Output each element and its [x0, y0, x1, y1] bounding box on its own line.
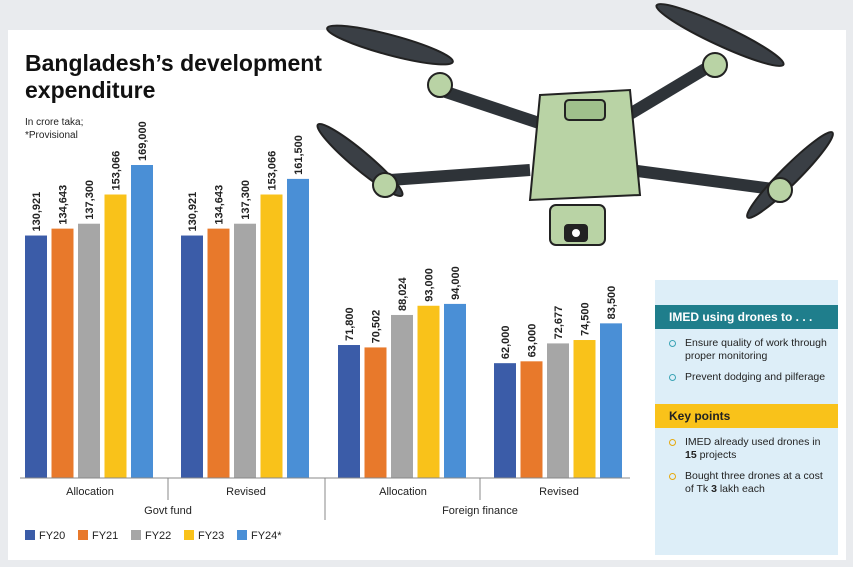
side-panel: IMED using drones to . . . Ensure qualit…: [655, 280, 838, 555]
chart-title: Bangladesh’s development expenditure: [25, 50, 322, 103]
list-item: IMED already used drones in 15 projects: [655, 436, 838, 462]
value-label: 93,000: [424, 268, 436, 302]
value-label: 71,800: [344, 307, 356, 341]
value-label: 153,066: [267, 151, 279, 191]
bar: [417, 305, 440, 478]
value-label: 88,024: [397, 276, 409, 311]
legend-label: FY24*: [251, 530, 282, 542]
text: Bought three drones at a cost of Tk: [685, 470, 823, 495]
bar: [260, 194, 283, 478]
bar: [573, 340, 596, 478]
legend-swatch: [184, 530, 194, 540]
list-item: Bought three drones at a cost of Tk 3 la…: [655, 470, 838, 496]
note: In crore taka;: [25, 117, 84, 128]
value-label: 153,066: [111, 151, 123, 191]
value-label: 137,300: [84, 180, 96, 220]
value-label: 169,000: [137, 121, 149, 161]
x-tick-label: Revised: [226, 486, 266, 498]
x-tick-label: Revised: [539, 486, 579, 498]
bar: [520, 361, 543, 478]
bar: [181, 235, 203, 478]
value-label: 130,921: [31, 192, 43, 232]
legend-swatch: [131, 530, 141, 540]
panel-heading: IMED using drones to . . .: [655, 305, 838, 329]
note: *Provisional: [25, 130, 78, 141]
bar: [338, 345, 360, 478]
x-tick-label: Allocation: [66, 486, 114, 498]
bar: [234, 223, 256, 478]
value-label: 134,643: [214, 185, 226, 225]
value-label: 74,500: [580, 302, 592, 336]
value-label: 137,300: [240, 180, 252, 220]
legend-swatch: [237, 530, 247, 540]
legend-swatch: [25, 530, 35, 540]
legend-label: FY21: [92, 530, 118, 542]
value-label: 62,000: [500, 326, 512, 360]
bar: [391, 314, 413, 478]
value-label: 72,677: [553, 306, 565, 340]
value-label: 130,921: [187, 192, 199, 232]
bar: [78, 223, 100, 478]
list-item: Ensure quality of work through proper mo…: [655, 337, 838, 363]
drone: [316, 3, 834, 246]
bar: [287, 178, 309, 478]
bar: [25, 235, 47, 478]
bar: [131, 165, 153, 478]
bar: [494, 363, 516, 478]
panel-heading: Key points: [655, 404, 838, 428]
value-label: 134,643: [58, 185, 70, 225]
text: IMED already used drones in: [685, 436, 821, 448]
bar: [444, 303, 466, 478]
bar: [547, 343, 569, 478]
text: 15: [685, 449, 697, 461]
text: projects: [696, 449, 737, 461]
value-label: 83,500: [606, 286, 618, 320]
list: Ensure quality of work through proper mo…: [655, 337, 838, 384]
text: 3: [711, 483, 717, 495]
bar: [207, 228, 230, 478]
legend-label: FY22: [145, 530, 171, 542]
legend-label: FY23: [198, 530, 224, 542]
value-label: 161,500: [293, 135, 305, 175]
bar: [364, 347, 387, 478]
group-label: Foreign finance: [442, 505, 518, 517]
text: lakh each: [716, 483, 765, 495]
group-label: Govt fund: [144, 505, 192, 517]
list: IMED already used drones in 15 projects B…: [655, 436, 838, 496]
value-label: 63,000: [527, 324, 539, 358]
value-label: 70,502: [371, 310, 383, 344]
bar: [104, 194, 127, 478]
legend-swatch: [78, 530, 88, 540]
bar: [600, 323, 622, 478]
bar: [51, 228, 74, 478]
legend-label: FY20: [39, 530, 65, 542]
value-label: 94,000: [450, 266, 462, 300]
x-tick-label: Allocation: [379, 486, 427, 498]
list-item: Prevent dodging and pilferage: [655, 371, 838, 384]
